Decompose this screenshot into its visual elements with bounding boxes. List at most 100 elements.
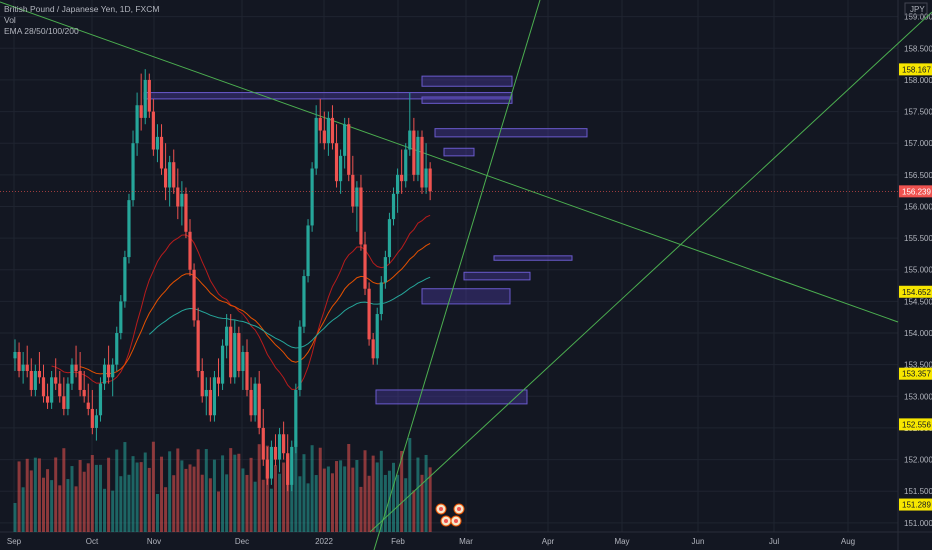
candle-body[interactable] (41, 377, 46, 397)
candle-body[interactable] (286, 453, 290, 485)
candle-body[interactable] (54, 377, 58, 384)
candle-body[interactable] (367, 288, 371, 340)
candle-body[interactable] (225, 326, 229, 346)
supply-demand-zone[interactable] (375, 389, 528, 405)
candle-body[interactable] (62, 396, 66, 409)
candle-body[interactable] (172, 162, 176, 188)
candle-body[interactable] (249, 389, 253, 416)
candle-body[interactable] (143, 79, 147, 118)
candle-body[interactable] (86, 402, 90, 409)
candle-body[interactable] (70, 364, 74, 384)
candle-body[interactable] (107, 364, 111, 378)
candle-body[interactable] (119, 301, 123, 334)
candle-body[interactable] (306, 225, 310, 277)
supply-demand-zone[interactable] (421, 96, 513, 104)
candle-body[interactable] (257, 383, 261, 428)
candle-body[interactable] (159, 136, 164, 169)
candle-body[interactable] (229, 326, 233, 378)
candle-body[interactable] (131, 143, 135, 201)
candle-body[interactable] (237, 333, 241, 371)
candle-body[interactable] (115, 333, 119, 365)
candle-body[interactable] (241, 352, 245, 371)
price-tag[interactable] (899, 185, 932, 198)
candle-body[interactable] (424, 168, 428, 188)
candle-body[interactable] (330, 117, 335, 144)
candle-body[interactable] (371, 339, 375, 359)
candle-body[interactable] (334, 143, 339, 182)
candle-body[interactable] (277, 434, 282, 460)
candle-body[interactable] (82, 389, 86, 397)
candle-body[interactable] (359, 187, 363, 245)
candle-body[interactable] (135, 105, 139, 144)
candle-body[interactable] (347, 124, 351, 175)
candle-body[interactable] (298, 326, 302, 390)
supply-demand-zone[interactable] (463, 271, 531, 281)
candle-body[interactable] (416, 136, 420, 175)
candle-body[interactable] (343, 124, 347, 156)
candle-body[interactable] (180, 193, 184, 207)
candle-body[interactable] (33, 370, 37, 390)
candle-body[interactable] (408, 130, 412, 150)
candle-body[interactable] (269, 446, 274, 479)
candle-body[interactable] (50, 377, 54, 403)
candle-body[interactable] (147, 79, 151, 112)
candle-body[interactable] (314, 117, 318, 169)
candle-body[interactable] (212, 377, 217, 416)
candle-body[interactable] (253, 383, 257, 416)
candle-body[interactable] (176, 187, 180, 207)
candle-body[interactable] (351, 174, 355, 207)
trendline-steep-ascending[interactable] (373, 0, 541, 550)
supply-demand-zone[interactable] (443, 147, 475, 157)
candle-body[interactable] (204, 389, 208, 397)
candle-body[interactable] (387, 219, 392, 258)
candle-body[interactable] (294, 389, 298, 447)
candle-body[interactable] (233, 333, 237, 378)
candle-body[interactable] (90, 408, 94, 428)
candle-body[interactable] (261, 427, 265, 460)
candle-body[interactable] (395, 174, 400, 194)
supply-demand-zone[interactable] (434, 128, 588, 138)
candle-body[interactable] (58, 383, 62, 397)
candle-body[interactable] (13, 352, 17, 359)
candle-body[interactable] (363, 244, 367, 289)
symbol-title[interactable]: British Pound / Japanese Yen, 1D, FXCM (4, 4, 160, 14)
candle-body[interactable] (17, 352, 21, 371)
candle-body[interactable] (94, 415, 98, 428)
trendline-descending[interactable] (0, 1, 899, 323)
candle-body[interactable] (375, 314, 379, 359)
candle-body[interactable] (273, 446, 278, 460)
price-tag[interactable] (899, 418, 932, 431)
candle-body[interactable] (383, 257, 387, 283)
candle-body[interactable] (78, 370, 82, 390)
ema-indicator-label[interactable]: EMA 28/50/100/200 (4, 26, 79, 36)
currency-box[interactable] (904, 2, 928, 16)
candle-body[interactable] (188, 231, 192, 270)
price-tag[interactable] (899, 367, 932, 380)
price-tag[interactable] (899, 498, 932, 511)
price-tag[interactable] (899, 63, 932, 76)
candle-body[interactable] (326, 117, 330, 144)
candle-body[interactable] (155, 136, 160, 150)
supply-demand-zone[interactable] (421, 75, 513, 87)
candle-body[interactable] (184, 193, 188, 232)
candle-body[interactable] (123, 257, 127, 302)
candle-body[interactable] (111, 364, 115, 378)
candle-body[interactable] (196, 320, 200, 371)
candle-body[interactable] (151, 111, 155, 150)
trendline-ascending[interactable] (369, 11, 932, 533)
candle-body[interactable] (290, 446, 294, 485)
candle-body[interactable] (302, 276, 306, 327)
candle-body[interactable] (200, 370, 204, 397)
candle-body[interactable] (355, 187, 359, 207)
candle-body[interactable] (412, 130, 416, 175)
candle-body[interactable] (29, 370, 33, 390)
supply-demand-zone[interactable] (421, 288, 511, 305)
candle-body[interactable] (282, 434, 286, 454)
supply-demand-zone[interactable] (493, 255, 573, 261)
candle-body[interactable] (428, 168, 432, 192)
candle-body[interactable] (310, 168, 314, 226)
candle-body[interactable] (45, 396, 50, 403)
candle-body[interactable] (208, 389, 212, 416)
candle-body[interactable] (74, 364, 78, 371)
candle-body[interactable] (37, 370, 42, 378)
